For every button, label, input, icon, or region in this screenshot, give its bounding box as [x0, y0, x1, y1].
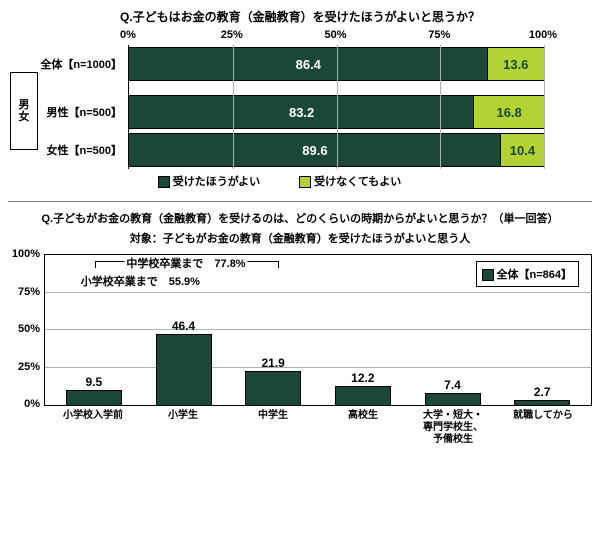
chart2-y-axis: 0%25%50%75%100% [8, 254, 44, 404]
bar-value-label: 12.2 [351, 371, 374, 385]
bar-segment: 16.8 [474, 96, 544, 128]
bar [246, 372, 300, 405]
legend-swatch [483, 270, 493, 280]
chart2-x-labels: 小学校入学前小学生中学生高校生大学・短大・専門学校生、予備校生就職してから [44, 406, 592, 446]
bar-value-label: 46.4 [172, 319, 195, 333]
y-tick: 75% [18, 286, 40, 298]
x-label: 就職してから [498, 406, 588, 446]
chart2-subtitle: 対象：子どもがお金の教育（金融教育）を受けたほうがよいと思う人 [8, 230, 592, 246]
x-tick: 100% [529, 29, 557, 41]
gender-group-label: 男女 [10, 72, 38, 150]
bar-column: 21.9 [228, 255, 318, 405]
legend-swatch [159, 177, 169, 187]
bracket-label: 小学校卒業まで 55.9% [79, 273, 202, 289]
bar-segment: 13.6 [488, 48, 544, 80]
chart2-vertical-bar: Q.子どもがお金の教育（金融教育）を受けるのは、どのくらいの時期からがよいと思う… [8, 210, 592, 446]
bar-column: 12.2 [318, 255, 408, 405]
chart1-plot: 全体【n=1000】男性【n=500】女性【n=500】 86.413.683.… [8, 45, 592, 169]
bar-value-label: 9.5 [85, 375, 102, 389]
bar [336, 387, 390, 405]
chart1-x-axis: 0%25%50%75%100% [128, 29, 543, 45]
y-tick: 25% [18, 361, 40, 373]
x-tick: 25% [221, 29, 243, 41]
chart2-legend: 全体【n=864】 [476, 261, 580, 287]
bar [426, 394, 480, 405]
bar [157, 335, 211, 405]
x-label: 高校生 [318, 406, 408, 446]
gridline [440, 45, 441, 169]
bar-segment: 83.2 [129, 96, 474, 128]
gridline [544, 45, 545, 169]
bar-segment: 86.4 [129, 48, 488, 80]
x-label: 小学生 [138, 406, 228, 446]
chart2-plot-area: 全体【n=864】 9.5 46.4 21.9 12.2 7.4 2.7 小学校卒業まで 5… [44, 254, 592, 406]
chart2-title: Q.子どもがお金の教育（金融教育）を受けるのは、どのくらいの時期からがよいと思う… [8, 210, 592, 226]
x-tick: 50% [324, 29, 346, 41]
gridline [337, 45, 338, 169]
x-tick: 75% [428, 29, 450, 41]
bar-value-label: 2.7 [534, 385, 551, 399]
chart1-stacked-horizontal: Q.子どもはお金の教育（金融教育）を受けたほうがよいと思うか？ 0% 25% 50%… [8, 8, 592, 189]
y-tick: 100% [12, 248, 40, 260]
legend-label: 受けなくてもよい [314, 176, 401, 188]
bar-value-label: 7.4 [444, 378, 461, 392]
bar [515, 401, 569, 405]
x-label: 大学・短大・専門学校生、予備校生 [408, 406, 498, 446]
y-tick: 50% [18, 323, 40, 335]
gridline [233, 45, 234, 169]
y-tick: 0% [24, 398, 40, 410]
chart1-title: Q.子どもはお金の教育（金融教育）を受けたほうがよいと思うか？ [8, 8, 592, 25]
legend-swatch [300, 177, 310, 187]
bracket-label: 中学校卒業まで 77.8% [124, 255, 247, 271]
x-label: 小学校入学前 [48, 406, 138, 446]
chart1-legend: 受けたほうがよい 受けなくてもよい [8, 173, 592, 189]
x-tick: 0% [120, 29, 136, 41]
legend-label: 受けたほうがよい [173, 176, 260, 188]
bar [67, 391, 121, 405]
x-label: 中学生 [228, 406, 318, 446]
bar-segment: 10.4 [501, 134, 544, 166]
bar-segment: 89.6 [129, 134, 501, 166]
legend-label: 全体【n=864】 [497, 269, 573, 281]
bar-value-label: 21.9 [262, 356, 285, 370]
section-divider [8, 201, 592, 202]
